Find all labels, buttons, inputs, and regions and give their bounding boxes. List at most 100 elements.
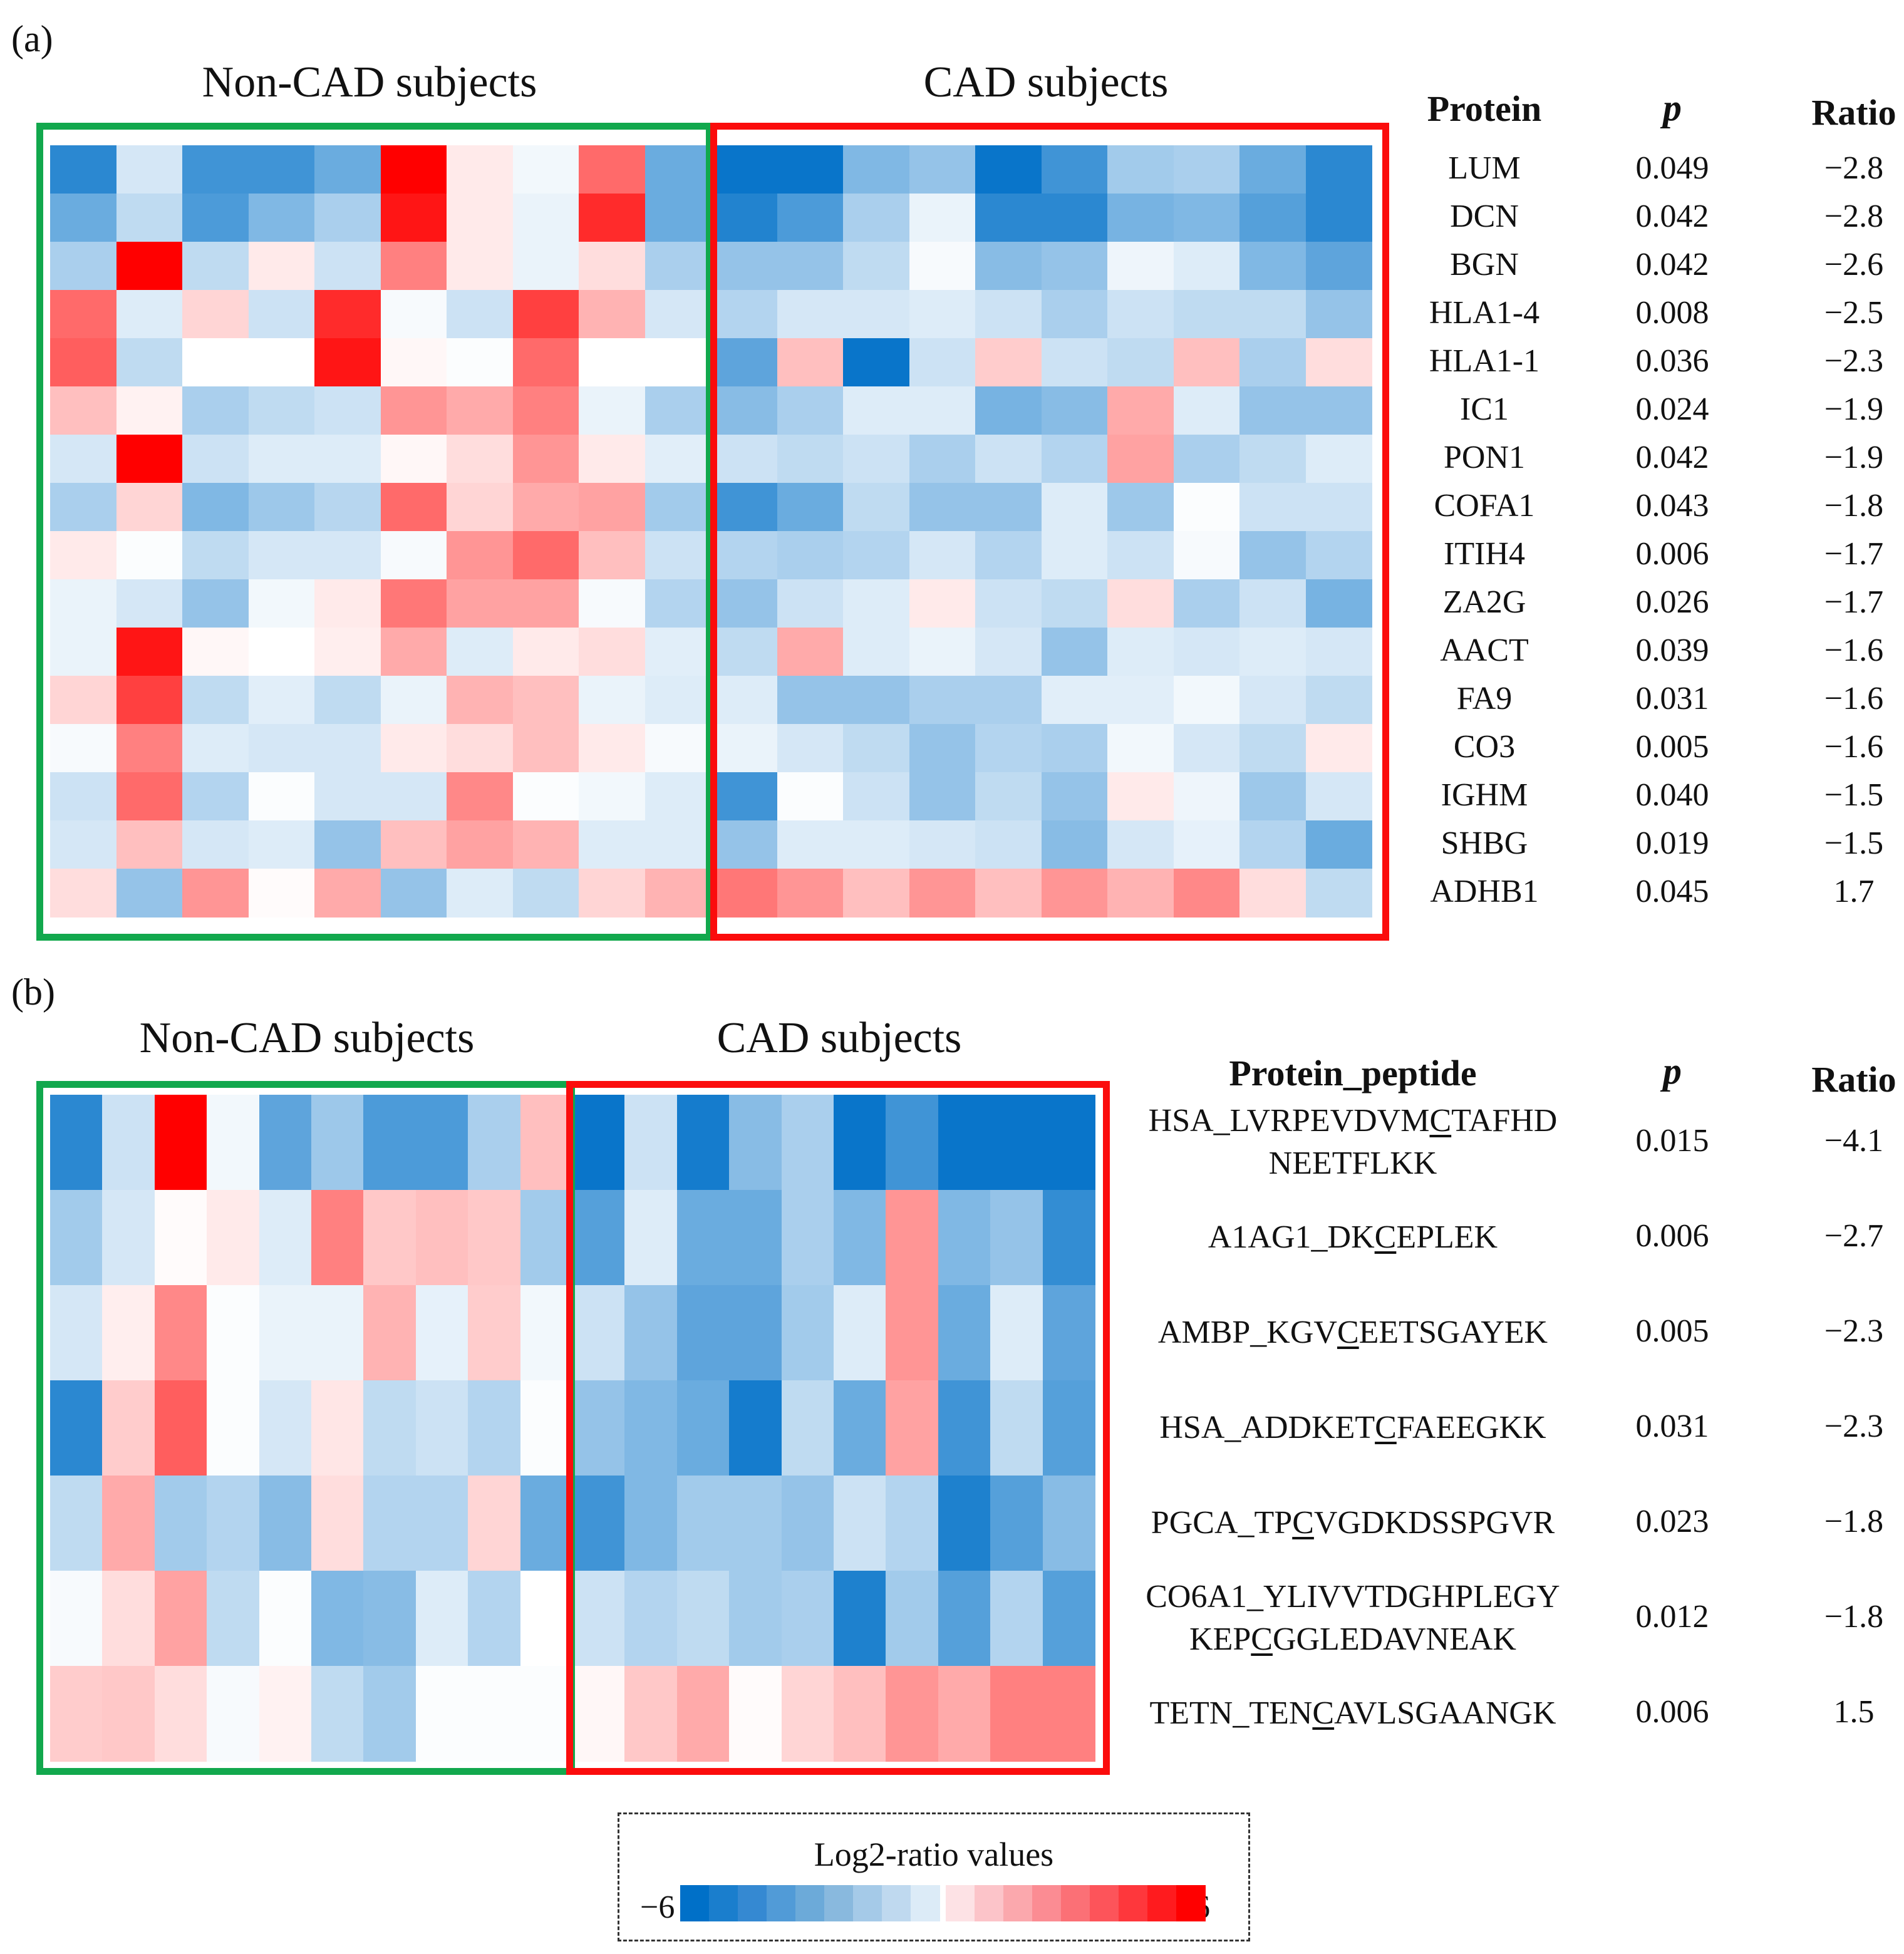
heatmap-b-cell [572,1666,625,1762]
heatmap-a-cell [777,145,844,194]
heatmap-a-cell [1239,724,1306,773]
heatmap-a-cell [777,531,844,580]
heatmap-b-cell [415,1190,468,1286]
heatmap-a-cell [182,145,249,194]
heatmap-a-cell [843,676,910,725]
table-a-ratio-cell: −1.6 [1824,632,1884,668]
heatmap-a-cell [50,820,117,869]
heatmap-a-cell [314,628,381,676]
heatmap-a-cell [314,869,381,918]
legend-swatch-negative [853,1885,882,1921]
heatmap-b-cell [886,1285,939,1381]
heatmap-a-cell [248,579,315,628]
heatmap-a-cell [248,290,315,339]
table-a-ratio-cell: −2.8 [1824,198,1884,234]
heatmap-b-cell [154,1476,207,1571]
heatmap-a-cell [116,772,183,821]
table-a-p-cell: 0.006 [1635,535,1709,572]
table-a-ratio-cell: −2.6 [1824,246,1884,282]
heatmap-a-cell [777,869,844,918]
panel-b-noncad-title: Non-CAD subjects [139,1014,475,1062]
heatmap-a-cell [512,338,579,387]
heatmap-a-cell [380,435,447,483]
heatmap-a-cell [50,628,117,676]
heatmap-a-cell [975,386,1042,435]
legend-swatch-positive [1147,1885,1177,1921]
heatmap-a-cell [975,820,1042,869]
heatmap-b-cell [676,1285,730,1381]
heatmap-a-cell [380,772,447,821]
modified-cysteine: C [1312,1695,1335,1731]
heatmap-a-cell [1305,242,1372,291]
heatmap-a-cell [116,579,183,628]
heatmap-a-cell [975,628,1042,676]
heatmap-a-cell [1173,531,1240,580]
heatmap-b-cell [311,1666,364,1762]
legend-swatch-positive [1176,1885,1206,1921]
heatmap-a-cell [182,386,249,435]
heatmap-a-cell [380,869,447,918]
heatmap-a-cell [447,386,514,435]
heatmap-a-cell [644,483,711,532]
heatmap-a-cell [1239,290,1306,339]
heatmap-a-cell [711,145,778,194]
heatmap-a-cell [50,869,117,918]
heatmap-a-cell [248,435,315,483]
heatmap-b-cell [834,1571,886,1667]
table-a-ratio-cell: −1.5 [1824,825,1884,861]
heatmap-a-cell [711,579,778,628]
heatmap-a-cell [1107,531,1174,580]
heatmap-b-cell [1042,1571,1095,1667]
heatmap-b-cell [624,1095,678,1191]
heatmap-a-cell [909,579,976,628]
heatmap-a-cell [644,145,711,194]
legend-swatch-positive [975,1885,1004,1921]
heatmap-a-cell [579,242,646,291]
heatmap-a-cell [182,869,249,918]
heatmap-b-cell [990,1666,1043,1762]
table-a-ratio-cell: −2.3 [1824,343,1884,379]
heatmap-a-cell [116,676,183,725]
heatmap-b-cell [468,1571,521,1667]
heatmap-a-cell [777,435,844,483]
heatmap-a-cell [975,724,1042,773]
heatmap-a-cell [975,435,1042,483]
table-b-peptide-cell: CO6A1_YLIVVTDGHPLEGY KEPCGGLEDAVNEAK [1109,1576,1597,1661]
heatmap-a-cell [447,435,514,483]
heatmap-b-cell [834,1380,886,1476]
panel-a-cad-title: CAD subjects [923,58,1169,106]
heatmap-a-cell [314,579,381,628]
heatmap-a-cell [380,820,447,869]
cad-box-a [710,123,1389,941]
heatmap-a-cell [1173,194,1240,242]
heatmap-a-cell [711,338,778,387]
table-b-ratio-header: Ratio [1811,1059,1896,1100]
heatmap-b-cell [781,1571,834,1667]
table-b-p-cell: 0.015 [1635,1123,1709,1159]
heatmap-b-cell [102,1666,155,1762]
heatmap-a-cell [1305,290,1372,339]
table-a-protein-cell: HLA1-1 [1429,343,1540,379]
heatmap-b-cell [1042,1380,1095,1476]
heatmap-b-cell [50,1476,103,1571]
peptide-part: FAEEGKK [1396,1410,1546,1445]
heatmap-a-cell [579,579,646,628]
heatmap-a-cell [843,483,910,532]
table-a-p-header: p [1663,87,1682,128]
heatmap-b-cell [834,1190,886,1286]
heatmap-b-cell [781,1095,834,1191]
heatmap-b-cell [624,1190,678,1286]
modified-cysteine: C [1429,1103,1452,1139]
heatmap-a-cell [579,435,646,483]
heatmap-a-cell [50,579,117,628]
heatmap-b-cell [415,1380,468,1476]
heatmap-a-cell [50,386,117,435]
table-a-ratio-cell: −1.9 [1824,439,1884,475]
heatmap-a-cell [909,290,976,339]
heatmap-a-cell [512,435,579,483]
heatmap-b-cell [624,1666,678,1762]
heatmap-b-cell [520,1190,573,1286]
heatmap-a-cell [843,628,910,676]
heatmap-a-cell [1239,435,1306,483]
table-b-protein-header: Protein_peptide [1229,1053,1477,1093]
